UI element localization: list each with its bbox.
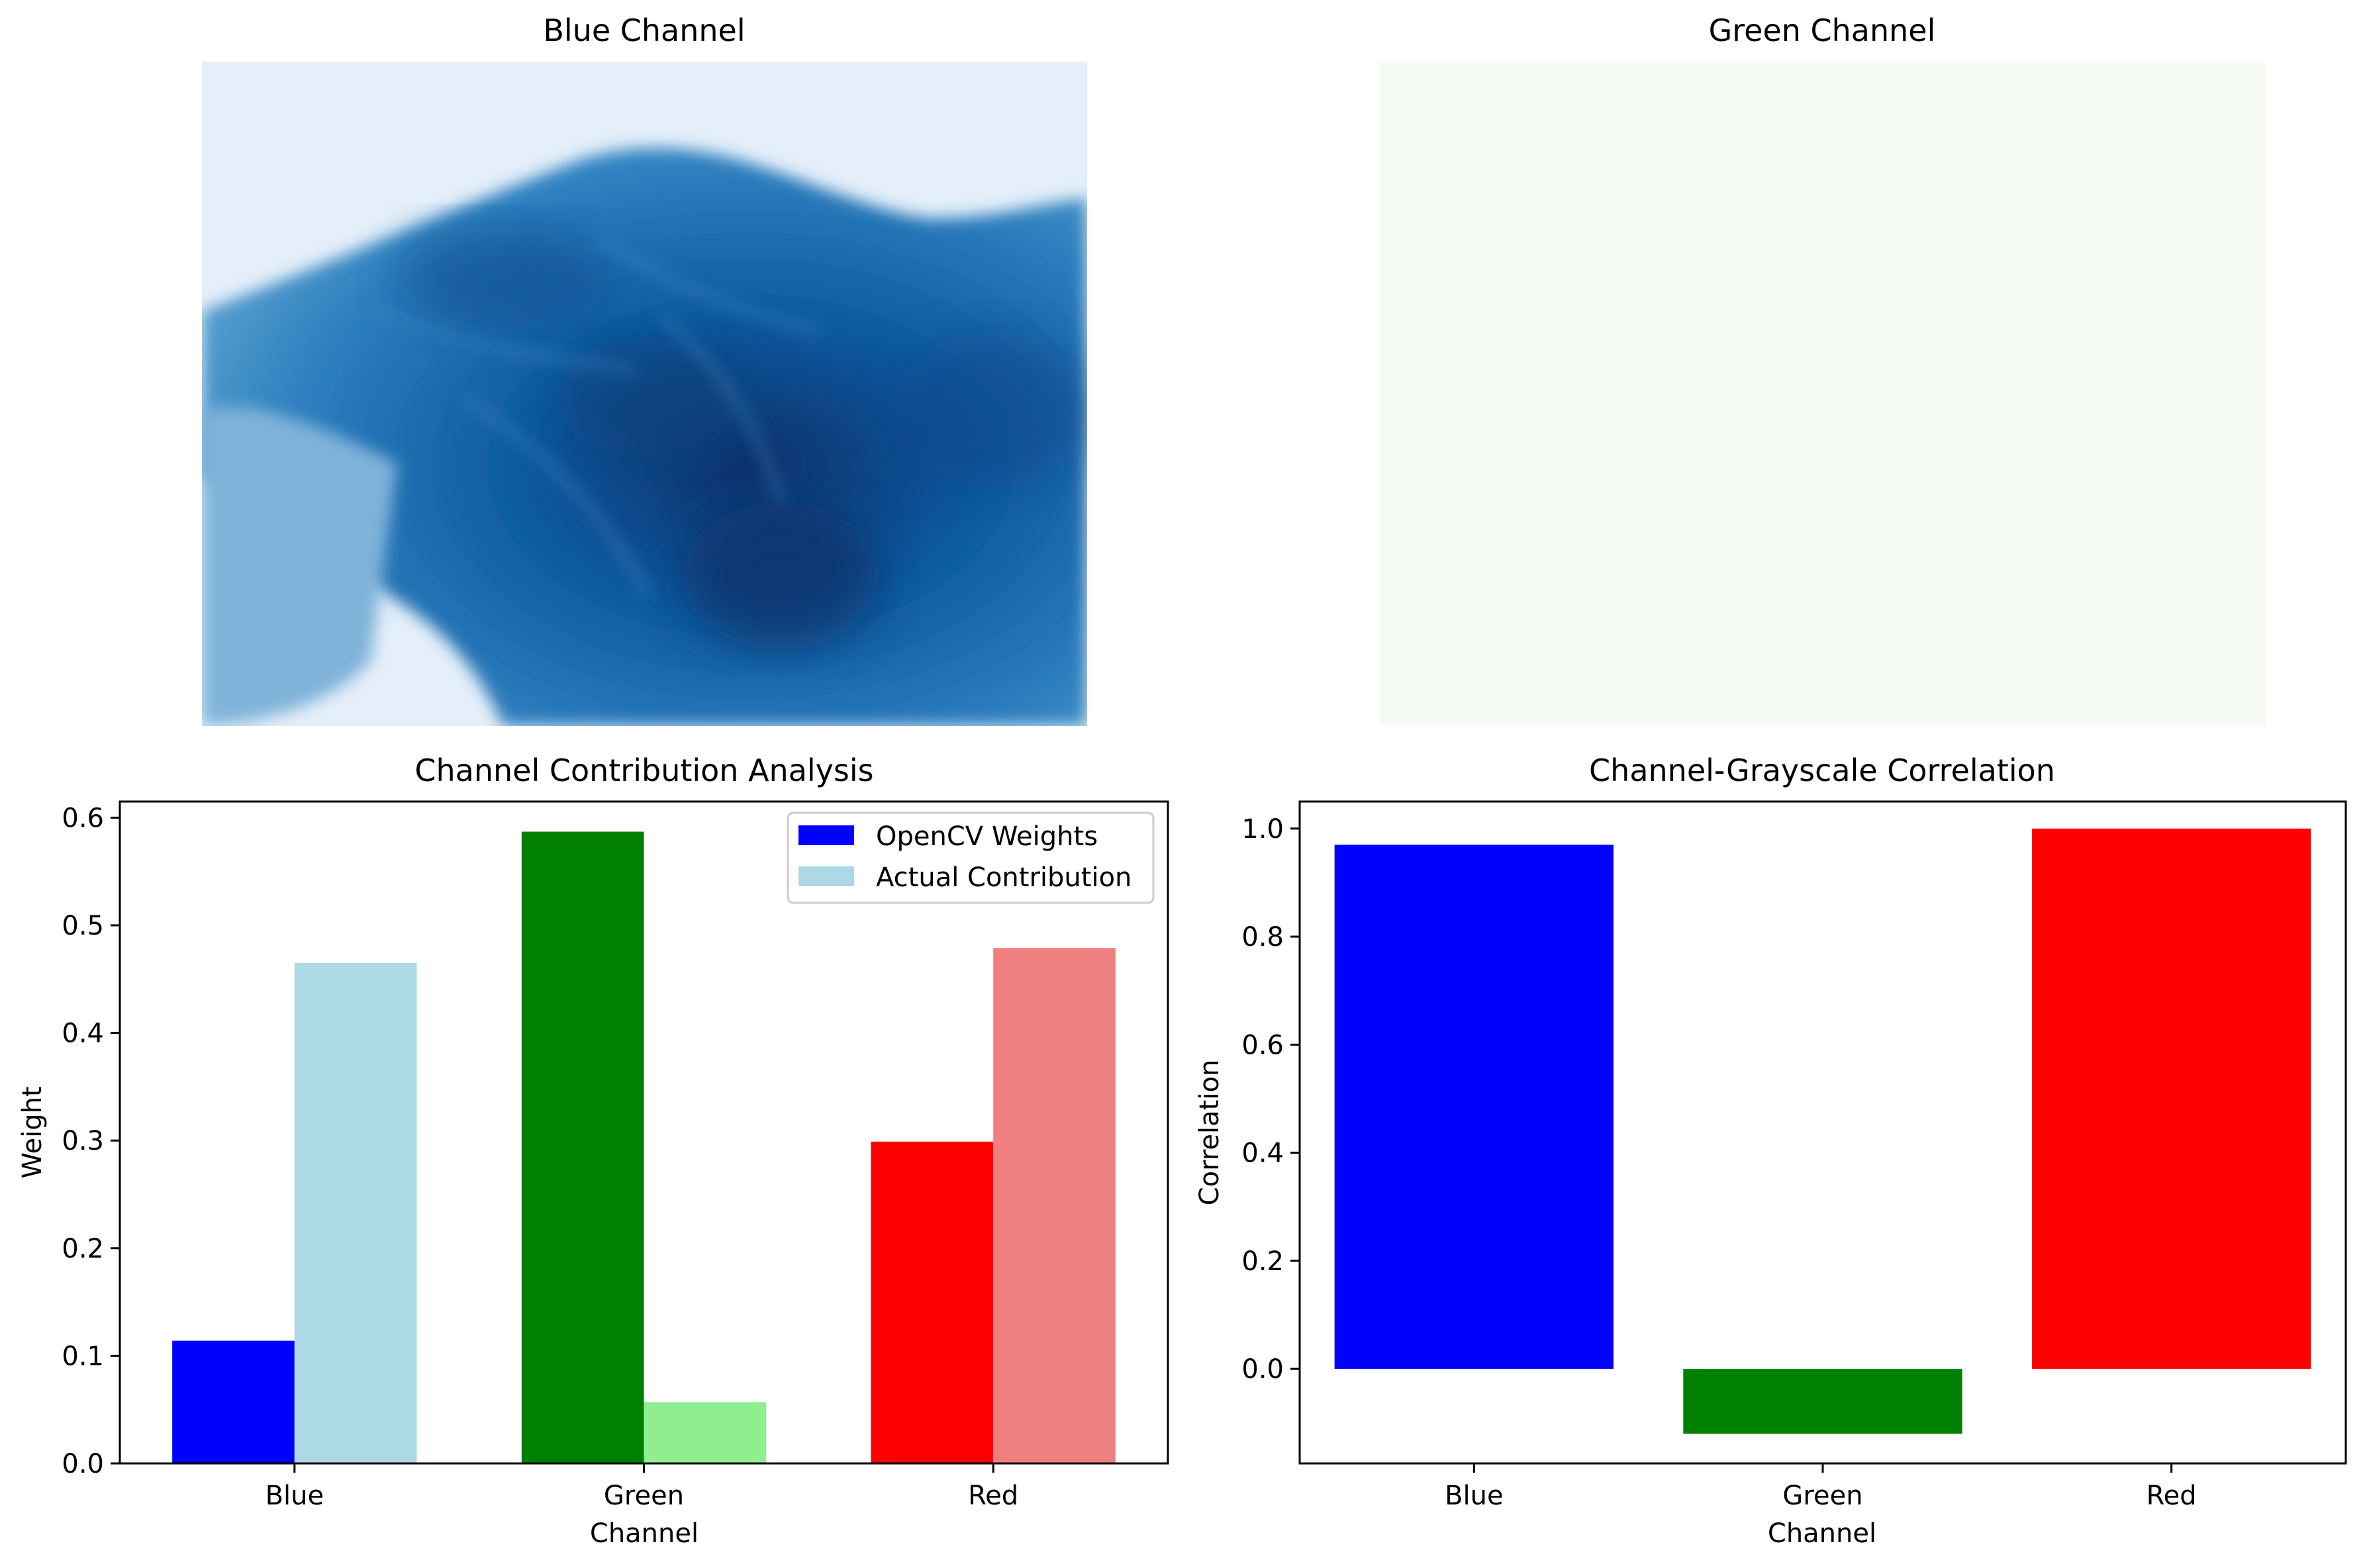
x-axis-label: Channel bbox=[1768, 1518, 1876, 1549]
blue-channel-image bbox=[202, 62, 1087, 726]
x-tick-label: Blue bbox=[1445, 1481, 1504, 1511]
bar-correlation-green bbox=[1683, 1369, 1962, 1434]
channel-correlation-chart: Channel-Grayscale Correlation 0.00.20.40… bbox=[1194, 753, 2347, 1549]
legend-swatch-opencv-weights bbox=[798, 825, 854, 845]
y-tick-label: 0.2 bbox=[62, 1234, 104, 1264]
y-axis-label: Weight bbox=[17, 1086, 48, 1178]
x-axis-ticks: Blue Green Red bbox=[1445, 1463, 2197, 1511]
x-tick-label: Blue bbox=[265, 1481, 324, 1511]
y-tick-label: 0.1 bbox=[62, 1341, 104, 1371]
y-axis-label: Correlation bbox=[1194, 1060, 1225, 1206]
green-channel-image bbox=[1380, 62, 2265, 726]
y-tick-label: 0.6 bbox=[62, 803, 104, 833]
legend-label-actual-contribution: Actual Contribution bbox=[876, 862, 1132, 893]
green-channel-panel: Green Channel bbox=[1380, 13, 2265, 726]
blue-channel-panel: Blue Channel bbox=[202, 13, 1087, 726]
chart-title: Channel-Grayscale Correlation bbox=[1589, 753, 2055, 788]
y-tick-label: 0.4 bbox=[62, 1019, 104, 1049]
x-axis-label: Channel bbox=[590, 1518, 699, 1549]
bar-correlation-blue bbox=[1334, 845, 1614, 1369]
y-tick-label: 0.2 bbox=[1241, 1246, 1284, 1277]
bar-actual-contribution-red bbox=[993, 948, 1116, 1463]
green-channel-title: Green Channel bbox=[1709, 13, 1936, 48]
y-tick-label: 0.0 bbox=[62, 1449, 104, 1479]
legend-box bbox=[787, 811, 1155, 904]
bar-actual-contribution-green bbox=[644, 1402, 767, 1463]
y-axis-ticks: 0.0 0.2 0.4 0.6 0.8 1.0 bbox=[1241, 814, 1300, 1385]
bar-opencv-weights-blue bbox=[172, 1340, 295, 1463]
x-tick-label: Green bbox=[1782, 1481, 1862, 1511]
x-tick-label: Green bbox=[604, 1481, 684, 1511]
y-tick-label: 0.6 bbox=[1241, 1030, 1284, 1060]
x-axis-ticks: Blue Green Red bbox=[265, 1463, 1018, 1511]
bars bbox=[1334, 828, 2311, 1434]
legend: OpenCV Weights Actual Contribution bbox=[787, 811, 1155, 904]
legend-label-opencv-weights: OpenCV Weights bbox=[876, 821, 1098, 852]
bar-actual-contribution-blue bbox=[294, 962, 417, 1463]
bar-correlation-red bbox=[2032, 828, 2311, 1369]
legend-swatch-actual-contribution bbox=[798, 866, 854, 886]
x-tick-label: Red bbox=[2146, 1481, 2197, 1511]
bars bbox=[172, 831, 1116, 1463]
y-tick-label: 0.8 bbox=[1241, 922, 1284, 952]
x-tick-label: Red bbox=[968, 1481, 1018, 1511]
bar-opencv-weights-red bbox=[871, 1141, 994, 1463]
channel-contribution-chart: Channel Contribution Analysis 0.00.10.20… bbox=[17, 753, 1169, 1549]
y-tick-label: 1.0 bbox=[1241, 814, 1284, 845]
y-tick-label: 0.4 bbox=[1241, 1138, 1284, 1169]
y-tick-label: 0.0 bbox=[1241, 1354, 1284, 1385]
blue-channel-title: Blue Channel bbox=[543, 13, 745, 48]
y-tick-label: 0.5 bbox=[62, 911, 104, 941]
y-tick-label: 0.3 bbox=[62, 1126, 104, 1156]
bar-opencv-weights-green bbox=[521, 831, 644, 1463]
y-axis-ticks: 0.0 0.1 0.2 0.3 0.4 0.5 0.6 bbox=[62, 803, 120, 1479]
chart-title: Channel Contribution Analysis bbox=[414, 753, 873, 788]
